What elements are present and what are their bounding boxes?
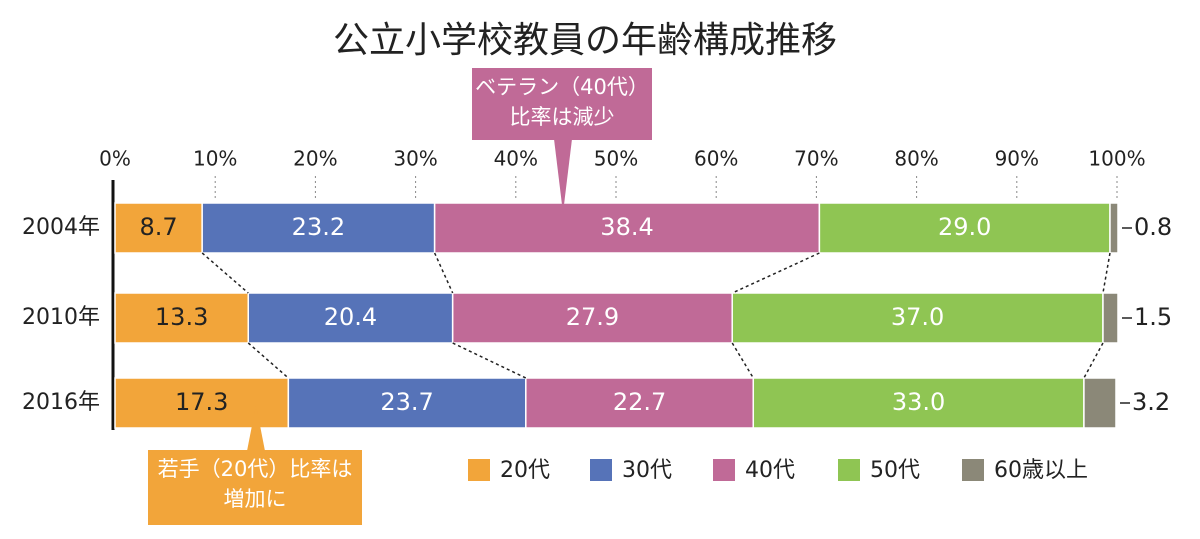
bar-segment [752,377,1085,429]
bar-segment [1083,377,1117,429]
chart-title: 公立小学校教員の年齢構成推移 [333,20,837,61]
bar-segment [433,202,821,254]
x-tick-label: 100% [1088,147,1145,171]
bar-segment [114,377,290,429]
data-label: 13.3 [155,303,208,331]
legend-swatch [962,459,984,481]
data-label: 37.0 [891,303,944,331]
annotation-text: 増加に [224,487,287,511]
x-tick-label: 20% [293,147,337,171]
y-tick-label: 2016年 [22,390,100,415]
bar-segment [818,202,1111,254]
bar-segment [525,377,755,429]
bar-segment [451,292,733,344]
data-label: 33.0 [892,388,945,416]
data-label: 8.7 [140,213,178,241]
annotation-box [148,450,362,525]
annotation-box [472,68,652,140]
data-label: 23.7 [380,388,433,416]
legend-label: 40代 [745,458,795,483]
bar-segment [247,292,454,344]
connector [731,252,820,294]
x-tick-label: 30% [393,147,437,171]
connector [731,342,754,379]
data-label: 27.9 [566,303,619,331]
bar-segment [1102,292,1119,344]
y-tick-label: 2004年 [22,215,100,240]
data-label: 0.8 [1134,213,1172,241]
legend-swatch [590,459,612,481]
bar-segment [114,292,250,344]
connector [247,342,289,379]
legend-label: 60歳以上 [994,458,1088,483]
legend-swatch [838,459,860,481]
data-label: 22.7 [613,388,666,416]
legend-swatch [713,459,735,481]
data-label: 17.3 [175,388,228,416]
connector [1083,342,1104,379]
x-tick-label: 80% [894,147,938,171]
x-tick-label: 40% [494,147,538,171]
annotation-pointer [247,405,265,451]
connector [1102,252,1111,294]
x-tick-label: 70% [794,147,838,171]
legend-swatch [468,459,490,481]
x-tick-label: 0% [99,147,131,171]
annotation-text: 比率は減少 [510,105,615,129]
annotation-pointer [554,139,572,213]
legend-label: 50代 [870,458,920,483]
bar-segment [1109,202,1119,254]
y-tick-label: 2010年 [22,305,100,330]
x-tick-label: 60% [694,147,738,171]
annotation-text: 若手（20代）比率は [158,457,353,481]
bar-segment [201,202,436,254]
connector [433,252,454,294]
x-tick-label: 10% [193,147,237,171]
x-tick-label: 50% [594,147,638,171]
legend-label: 30代 [622,458,672,483]
data-label: 20.4 [324,303,377,331]
data-label: 38.4 [600,213,653,241]
data-label: 29.0 [938,213,991,241]
bar-segment [731,292,1104,344]
annotation-text: ベテラン（40代） [475,75,649,99]
data-label: 1.5 [1134,303,1172,331]
connector [201,252,249,294]
data-label: 3.2 [1132,388,1170,416]
connector [452,342,527,379]
data-label: 23.2 [292,213,345,241]
x-tick-label: 90% [995,147,1039,171]
legend-label: 20代 [500,458,550,483]
